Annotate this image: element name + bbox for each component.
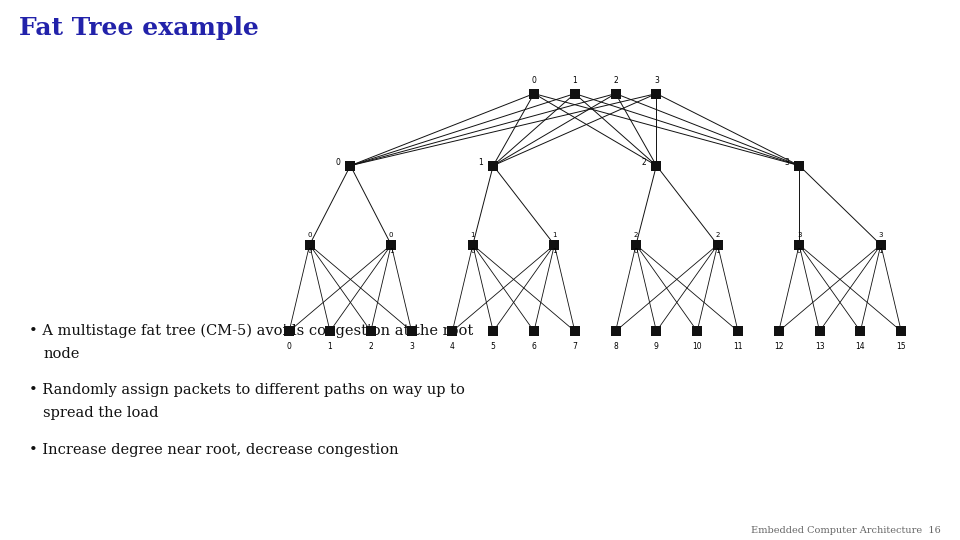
Point — [649, 89, 664, 98]
Text: 1: 1 — [470, 232, 475, 238]
Text: 6: 6 — [532, 342, 537, 351]
Text: 2: 2 — [641, 158, 646, 166]
Point — [567, 89, 583, 98]
Text: 0: 0 — [797, 248, 802, 254]
Text: spread the load: spread the load — [43, 406, 158, 420]
Point — [526, 89, 541, 98]
Text: 0: 0 — [307, 232, 312, 238]
Point — [608, 327, 623, 335]
Point — [709, 240, 726, 249]
Text: 1: 1 — [552, 248, 557, 254]
Text: 8: 8 — [613, 342, 618, 351]
Text: 7: 7 — [572, 342, 577, 351]
Text: 5: 5 — [491, 342, 495, 351]
Text: 3: 3 — [654, 76, 659, 85]
Point — [281, 327, 297, 335]
Text: 0: 0 — [389, 232, 394, 238]
Text: 3: 3 — [784, 158, 789, 166]
Point — [383, 240, 399, 249]
Text: 2: 2 — [634, 232, 638, 238]
Text: Fat Tree example: Fat Tree example — [19, 16, 259, 40]
Text: 0: 0 — [335, 158, 340, 166]
Point — [874, 240, 889, 249]
Point — [404, 327, 420, 335]
Text: 11: 11 — [733, 342, 743, 351]
Point — [731, 327, 746, 335]
Text: 1: 1 — [715, 248, 720, 254]
Text: 3: 3 — [797, 232, 802, 238]
Point — [567, 327, 583, 335]
Text: • Increase degree near root, decrease congestion: • Increase degree near root, decrease co… — [29, 443, 398, 457]
Point — [812, 327, 828, 335]
Point — [894, 327, 909, 335]
Text: 4: 4 — [450, 342, 455, 351]
Text: 2: 2 — [369, 342, 373, 351]
Point — [526, 327, 541, 335]
Text: 1: 1 — [552, 232, 557, 238]
Text: 0: 0 — [634, 248, 638, 254]
Text: 3: 3 — [878, 232, 883, 238]
Text: 1: 1 — [478, 158, 483, 166]
Text: 2: 2 — [613, 76, 618, 85]
Text: Embedded Computer Architecture  16: Embedded Computer Architecture 16 — [751, 525, 941, 535]
Point — [486, 327, 501, 335]
Text: node: node — [43, 347, 80, 361]
Text: 1: 1 — [389, 248, 394, 254]
Text: 0: 0 — [532, 76, 537, 85]
Point — [791, 240, 806, 249]
Point — [343, 161, 358, 170]
Text: 2: 2 — [715, 232, 720, 238]
Text: 13: 13 — [815, 342, 825, 351]
Text: 0: 0 — [287, 342, 292, 351]
Text: 1: 1 — [878, 248, 883, 254]
Point — [547, 240, 563, 249]
Text: 0: 0 — [470, 248, 475, 254]
Text: 15: 15 — [897, 342, 906, 351]
Text: 0: 0 — [307, 248, 312, 254]
Text: 1: 1 — [572, 76, 577, 85]
Point — [323, 327, 338, 335]
Point — [444, 327, 460, 335]
Point — [608, 89, 623, 98]
Point — [301, 240, 317, 249]
Point — [628, 240, 643, 249]
Point — [852, 327, 868, 335]
Text: • A multistage fat tree (CM-5) avoids congestion at the root: • A multistage fat tree (CM-5) avoids co… — [29, 324, 473, 339]
Text: 14: 14 — [855, 342, 865, 351]
Point — [486, 161, 501, 170]
Point — [465, 240, 480, 249]
Text: 3: 3 — [409, 342, 414, 351]
Point — [363, 327, 378, 335]
Text: 9: 9 — [654, 342, 659, 351]
Text: • Randomly assign packets to different paths on way up to: • Randomly assign packets to different p… — [29, 383, 465, 397]
Point — [771, 327, 786, 335]
Point — [689, 327, 705, 335]
Point — [649, 327, 664, 335]
Point — [791, 161, 806, 170]
Text: 10: 10 — [692, 342, 702, 351]
Point — [649, 161, 664, 170]
Text: 12: 12 — [774, 342, 783, 351]
Text: 1: 1 — [327, 342, 332, 351]
